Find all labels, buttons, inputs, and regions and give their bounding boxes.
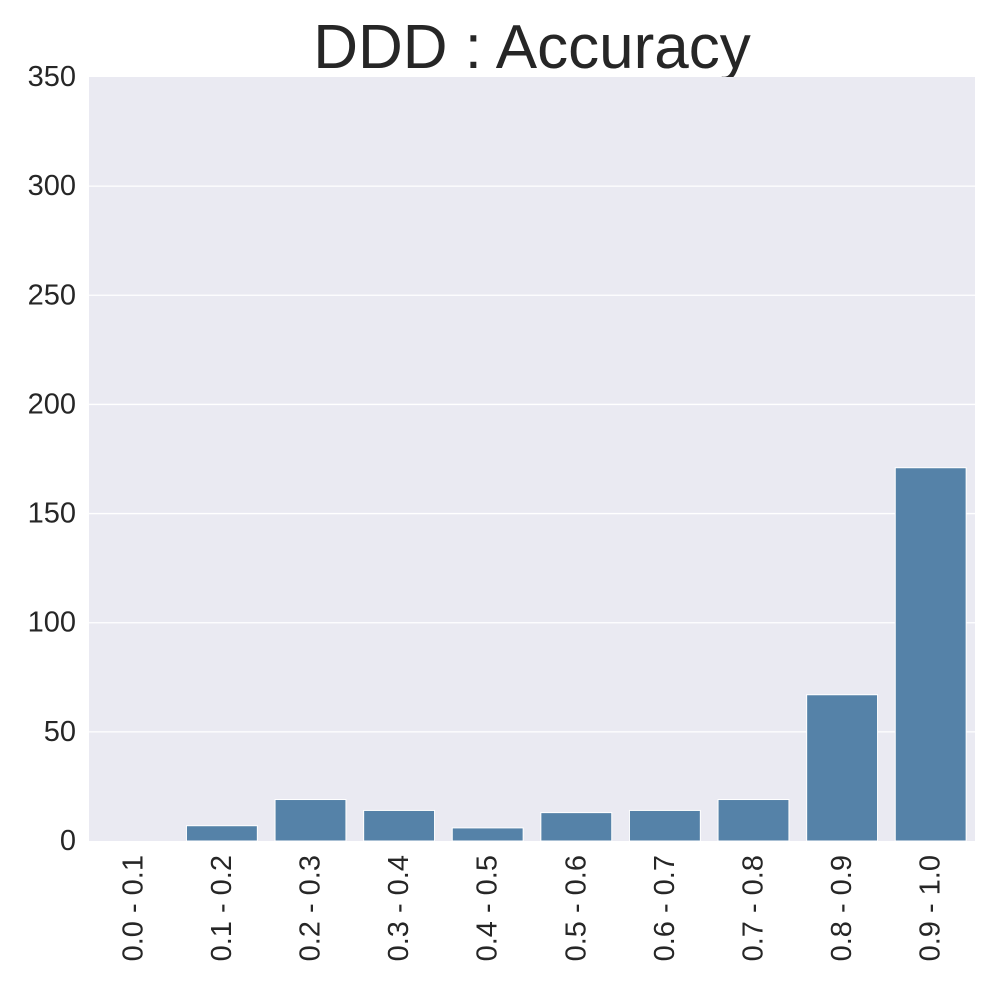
bar <box>274 799 347 842</box>
bar <box>185 825 258 842</box>
x-tick-label: 0.2 - 0.3 <box>295 855 327 961</box>
y-tick-label: 250 <box>28 279 76 311</box>
x-tick-label: 0.7 - 0.8 <box>738 855 770 961</box>
x-tick-label: 0.0 - 0.1 <box>117 855 149 961</box>
bars <box>185 467 967 842</box>
gridlines <box>89 185 975 733</box>
bar <box>451 827 524 842</box>
y-tick-label: 50 <box>44 716 76 748</box>
x-tick-label: 0.9 - 1.0 <box>915 855 947 961</box>
y-axis-ticks: 0 50 100 150 200 250 300 350 <box>28 61 76 857</box>
bar <box>363 809 436 842</box>
x-tick-label: 0.5 - 0.6 <box>560 855 592 961</box>
y-tick-label: 100 <box>28 607 76 639</box>
x-tick-label: 0.8 - 0.9 <box>826 855 858 961</box>
bar <box>717 799 790 842</box>
y-tick-label: 0 <box>60 825 76 857</box>
y-tick-label: 200 <box>28 388 76 420</box>
x-axis-ticks: 0.0 - 0.1 0.1 - 0.2 0.2 - 0.3 0.3 - 0.4 0.4 … <box>117 855 946 961</box>
y-tick-label: 350 <box>28 61 76 93</box>
x-tick-label: 0.6 - 0.7 <box>649 855 681 961</box>
bar <box>540 812 613 842</box>
bar <box>628 809 701 842</box>
x-tick-label: 0.4 - 0.5 <box>472 855 504 961</box>
bar <box>806 694 879 842</box>
bar <box>894 467 967 842</box>
y-tick-label: 150 <box>28 498 76 530</box>
x-tick-label: 0.3 - 0.4 <box>383 855 415 961</box>
chart-title: DDD : Accuracy <box>313 13 751 82</box>
y-tick-label: 300 <box>28 170 76 202</box>
x-tick-label: 0.1 - 0.2 <box>206 855 238 961</box>
